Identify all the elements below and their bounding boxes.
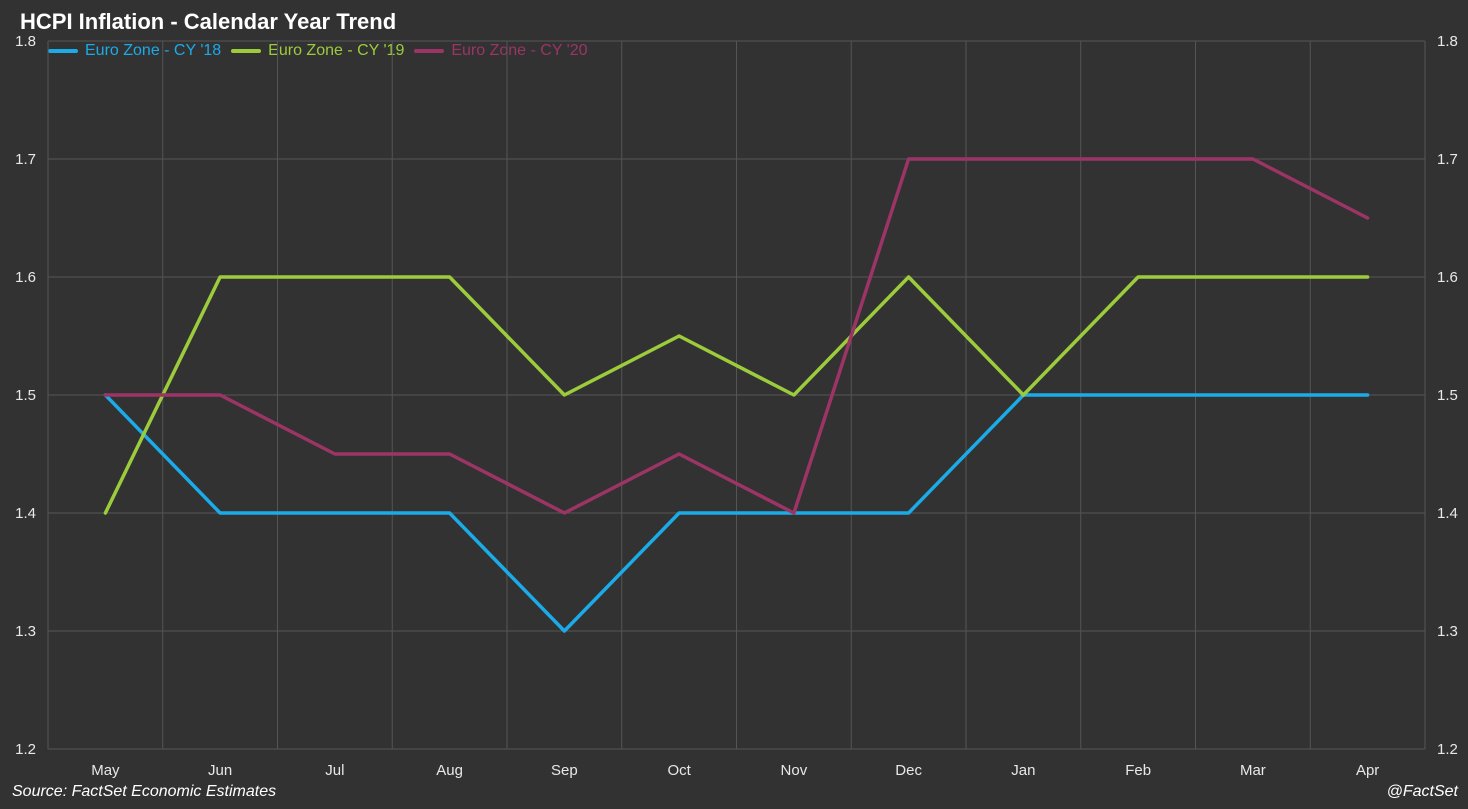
x-tick-label: Nov — [781, 762, 808, 779]
y-tick-label-left: 1.3 — [15, 623, 36, 640]
x-tick-label: Oct — [667, 762, 691, 779]
y-tick-label-right: 1.6 — [1437, 269, 1458, 286]
legend-item-cy19: Euro Zone - CY '19 — [231, 42, 404, 60]
legend-item-cy20: Euro Zone - CY '20 — [414, 42, 588, 60]
series-line-2 — [103, 157, 1370, 515]
factset-handle: @FactSet — [1386, 783, 1458, 800]
y-tick-label-left: 1.7 — [15, 151, 36, 168]
legend-swatch-cy18 — [48, 49, 78, 53]
series-line-0 — [103, 393, 1370, 633]
x-tick-label: Jun — [208, 762, 232, 779]
legend-label-cy18: Euro Zone - CY '18 — [85, 42, 222, 59]
legend-swatch-cy20 — [414, 49, 445, 53]
y-tick-label-left: 1.5 — [15, 387, 36, 404]
y-tick-label-left: 1.2 — [15, 741, 36, 758]
y-tick-label-right: 1.8 — [1437, 33, 1458, 50]
y-tick-label-left: 1.6 — [15, 269, 36, 286]
x-tick-label: May — [91, 762, 120, 779]
y-tick-label-right: 1.3 — [1437, 623, 1458, 640]
legend-label-cy19: Euro Zone - CY '19 — [268, 42, 405, 59]
source-note: Source: FactSet Economic Estimates — [12, 783, 277, 800]
y-tick-label-right: 1.7 — [1437, 151, 1458, 168]
x-tick-label: Sep — [551, 762, 578, 779]
x-tick-label: Feb — [1125, 762, 1151, 779]
chart-title: HCPI Inflation - Calendar Year Trend — [20, 9, 397, 34]
chart-legend: Euro Zone - CY '18 Euro Zone - CY '19 Eu… — [48, 42, 598, 60]
x-tick-label: Jul — [325, 762, 344, 779]
y-tick-label-right: 1.4 — [1437, 505, 1458, 522]
y-tick-label-right: 1.2 — [1437, 741, 1458, 758]
y-tick-label-right: 1.5 — [1437, 387, 1458, 404]
y-tick-label-left: 1.4 — [15, 505, 36, 522]
legend-label-cy20: Euro Zone - CY '20 — [451, 42, 588, 59]
x-tick-label: Aug — [436, 762, 463, 779]
x-tick-label: Jan — [1011, 762, 1035, 779]
y-tick-label-left: 1.8 — [15, 33, 36, 50]
x-tick-label: Dec — [895, 762, 922, 779]
series-line-1 — [103, 275, 1370, 515]
x-tick-label: Apr — [1356, 762, 1379, 779]
x-tick-label: Mar — [1240, 762, 1266, 779]
legend-swatch-cy19 — [231, 49, 262, 53]
legend-item-cy18: Euro Zone - CY '18 — [48, 42, 221, 60]
